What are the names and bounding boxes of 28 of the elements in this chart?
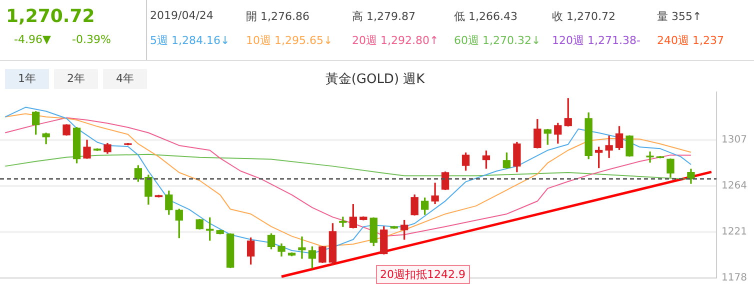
chart-title: 黃金(GOLD) 週K bbox=[324, 71, 426, 88]
text: 低 1,266.43 bbox=[454, 9, 518, 24]
candlestick bbox=[646, 152, 654, 163]
text: -0.39% bbox=[72, 33, 111, 46]
annotation: 20週扣抵1242.9 bbox=[376, 265, 470, 284]
text: 10週 1,295.65↓ bbox=[246, 33, 333, 48]
text: 開 1,276.86 bbox=[246, 9, 310, 24]
text: 1,270.72 bbox=[6, 6, 95, 27]
text: 收 1,270.72 bbox=[552, 9, 616, 24]
text: 120週 1,271.38- bbox=[552, 33, 640, 48]
text: 量 355↑ bbox=[657, 9, 702, 24]
text: 240週 1,237 bbox=[657, 33, 724, 48]
y-tick-label: 1264 bbox=[722, 180, 748, 192]
y-tick-label: 1221 bbox=[722, 226, 748, 238]
candlestick bbox=[298, 236, 306, 259]
candlestick bbox=[339, 216, 347, 227]
text: 高 1,279.87 bbox=[352, 9, 416, 24]
range-button: 1年 bbox=[5, 69, 49, 89]
range-button: 4年 bbox=[103, 69, 147, 89]
text: 5週 1,284.16↓ bbox=[150, 33, 230, 48]
y-tick-label: 1307 bbox=[722, 134, 748, 146]
text: -4.96▼ bbox=[14, 33, 51, 46]
text: 60週 1,270.32↓ bbox=[454, 33, 541, 48]
y-tick-label: 1178 bbox=[722, 272, 748, 284]
text: 2019/04/24 bbox=[150, 9, 214, 22]
text: 20週 1,292.80↑ bbox=[352, 33, 439, 48]
range-button: 2年 bbox=[54, 69, 98, 89]
candlestick bbox=[605, 136, 613, 158]
